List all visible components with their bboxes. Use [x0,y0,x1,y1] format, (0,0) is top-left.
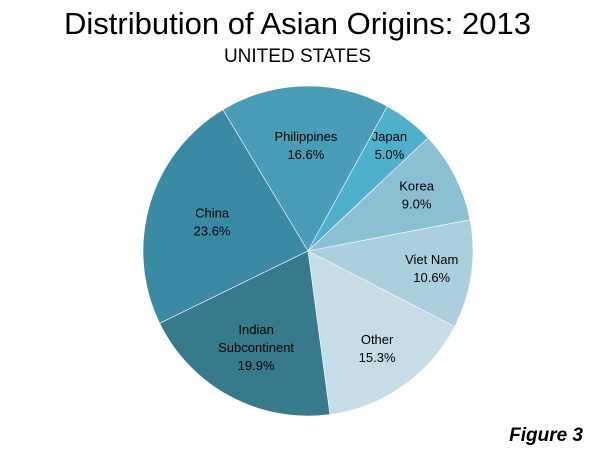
pie-slice [222,85,388,252]
slice-name-label: Viet Nam [405,252,458,267]
slice-value-label: 15.3% [359,350,396,365]
slice-value-label: 10.6% [413,270,450,285]
slice-value-label: 9.0% [402,197,432,212]
slice-value-label: 23.6% [194,224,231,239]
slice-label: Viet Nam 10.6% [405,252,458,285]
slice-value-label: 16.6% [287,147,324,162]
slice-name-label: China [195,206,230,221]
chart-title: Distribution of Asian Origins: 2013 [64,6,531,41]
chart-subtitle: UNITED STATES [223,46,372,67]
figure-label: Figure 3 [509,425,583,446]
pie-slice [307,219,474,328]
slice-label: Indian Subcontinent 19.9% [218,322,294,373]
slice-label: Philippines 16.6% [274,129,337,162]
slice-label: Other 15.3% [359,332,396,365]
slice-label: Japan 5.0% [372,129,407,162]
pie-slice [307,250,456,415]
slice-name-label: Subcontinent [218,340,294,355]
pie-slice [159,250,331,417]
slice-value-label: 5.0% [375,147,405,162]
slice-name-label: Other [361,332,394,347]
slice-name-label: Korea [399,179,434,194]
slice-label: China 23.6% [194,206,231,239]
slice-label: Korea 9.0% [399,179,434,212]
pie-slice [307,137,471,252]
slice-name-label: Japan [372,129,407,144]
slice-name-label: Indian [238,322,273,337]
slice-name-label: Philippines [274,129,337,144]
pie-slice [142,109,309,324]
slice-value-label: 19.9% [238,358,275,373]
